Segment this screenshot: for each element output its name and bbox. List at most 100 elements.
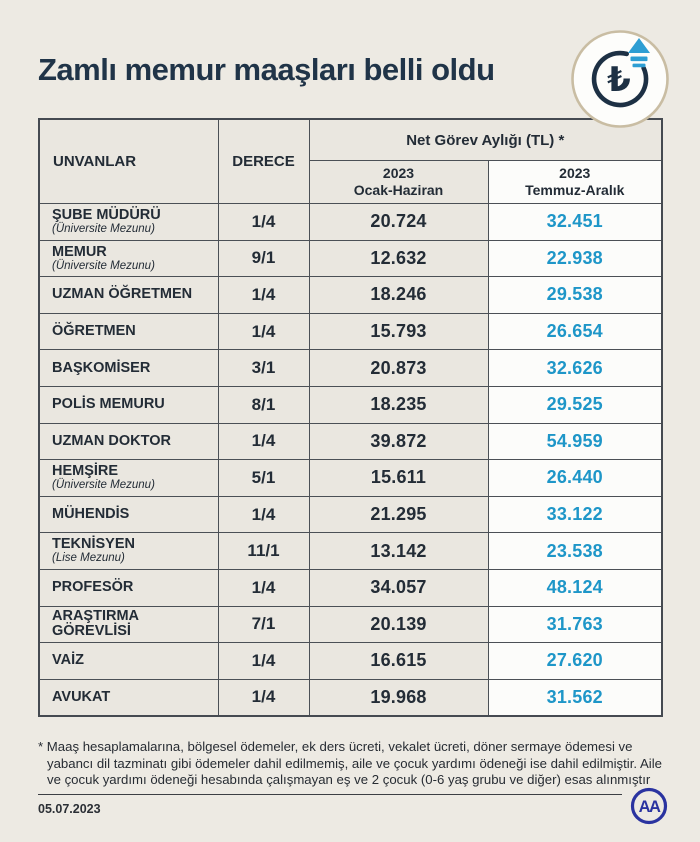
cell-derece: 1/4 [217,495,310,534]
header-temmuz-period: Temmuz-Aralık [525,182,625,198]
unvan-label: TEKNİSYEN [52,536,135,553]
table-body: ŞUBE MÜDÜRÜ (Üniversite Mezunu) 1/4 20.72… [38,203,663,717]
unvan-label: HEMŞİRE [52,463,119,480]
header-ocak-year: 2023 [382,165,415,181]
unvan-label: UZMAN ÖĞRETMEN [52,286,193,303]
unvan-label: ÖĞRETMEN [52,323,136,340]
header-temmuz-aralik: 2023 Temmuz-Aralık [487,160,663,204]
cell-ocak-haziran: 21.295 [308,495,489,534]
cell-unvan: UZMAN DOKTOR [38,422,219,461]
cell-ocak-haziran: 16.615 [308,642,489,680]
cell-temmuz-aralik: 27.620 [487,642,663,680]
table-row: BAŞKOMİSER 3/1 20.873 32.626 [38,349,663,387]
cell-derece: 7/1 [217,605,310,644]
salary-table: UNVANLAR DERECE Net Görev Aylığı (TL) * … [38,118,664,717]
cell-temmuz-aralik: 33.122 [487,495,663,534]
cell-unvan: TEKNİSYEN (Lise Mezunu) [38,532,219,570]
unvan-label: AVUKAT [52,688,111,705]
unvan-label: POLİS MEMURU [52,396,165,413]
cell-temmuz-aralik: 26.440 [487,459,663,497]
unvan-sublabel: (Üniversite Mezunu) [52,223,155,236]
unvan-label: MÜHENDİS [52,506,130,523]
header-derece: DERECE [217,118,310,204]
lira-ring-arc [591,50,649,108]
cell-temmuz-aralik: 31.763 [487,605,663,644]
cell-derece: 1/4 [217,678,310,717]
cell-unvan: ŞUBE MÜDÜRÜ (Üniversite Mezunu) [38,203,219,241]
cell-unvan: MÜHENDİS [38,495,219,534]
table-row: MEMUR (Üniversite Mezunu) 9/1 12.632 22.9… [38,239,663,278]
cell-temmuz-aralik: 29.525 [487,385,663,424]
cell-unvan: POLİS MEMURU [38,385,219,424]
unvan-sublabel: (Üniversite Mezunu) [52,259,155,272]
cell-temmuz-aralik: 31.562 [487,678,663,717]
unvan-label: ARAŞTIRMA GÖREVLİSİ [52,608,139,640]
cell-ocak-haziran: 18.246 [308,276,489,314]
cell-ocak-haziran: 34.057 [308,568,489,607]
unvan-label: ŞUBE MÜDÜRÜ [52,207,161,224]
cell-derece: 1/4 [217,422,310,461]
cell-temmuz-aralik: 22.938 [487,239,663,278]
cell-temmuz-aralik: 48.124 [487,568,663,607]
cell-derece: 3/1 [217,349,310,387]
cell-unvan: MEMUR (Üniversite Mezunu) [38,239,219,278]
cell-temmuz-aralik: 32.451 [487,203,663,241]
infographic-title: Zamlı memur maaşları belli oldu [38,52,495,87]
cell-ocak-haziran: 20.139 [308,605,489,644]
cell-derece: 11/1 [217,532,310,570]
table-row: POLİS MEMURU 8/1 18.235 29.525 [38,385,663,424]
cell-unvan: ÖĞRETMEN [38,312,219,351]
cell-ocak-haziran: 20.873 [308,349,489,387]
lira-symbol: ₺ [607,60,631,100]
table-header: UNVANLAR DERECE Net Görev Aylığı (TL) * … [38,118,663,204]
header-unvanlar: UNVANLAR [38,118,219,204]
cell-derece: 1/4 [217,568,310,607]
cell-unvan: HEMŞİRE (Üniversite Mezunu) [38,459,219,497]
unvan-sublabel: (Üniversite Mezunu) [52,479,155,492]
cell-unvan: AVUKAT [38,678,219,717]
cell-temmuz-aralik: 29.538 [487,276,663,314]
header-ocak-haziran: 2023 Ocak-Haziran [308,160,489,204]
unvan-label: BAŞKOMİSER [52,359,151,376]
table-row: VAİZ 1/4 16.615 27.620 [38,642,663,680]
cell-ocak-haziran: 13.142 [308,532,489,570]
unvan-label: VAİZ [52,652,84,669]
table-row: UZMAN ÖĞRETMEN 1/4 18.246 29.538 [38,276,663,314]
cell-ocak-haziran: 20.724 [308,203,489,241]
cell-ocak-haziran: 15.793 [308,312,489,351]
cell-derece: 5/1 [217,459,310,497]
cell-derece: 1/4 [217,203,310,241]
aa-logo: AA [630,787,668,825]
cell-ocak-haziran: 15.611 [308,459,489,497]
up-arrow-icon [628,38,650,68]
cell-ocak-haziran: 12.632 [308,239,489,278]
table-row: PROFESÖR 1/4 34.057 48.124 [38,568,663,607]
cell-ocak-haziran: 19.968 [308,678,489,717]
cell-derece: 1/4 [217,312,310,351]
cell-derece: 1/4 [217,276,310,314]
table-row: ŞUBE MÜDÜRÜ (Üniversite Mezunu) 1/4 20.72… [38,203,663,241]
header-temmuz-year: 2023 [559,165,591,181]
footnote: * Maaş hesaplamalarına, bölgesel ödemele… [38,739,662,788]
divider-line [38,794,622,795]
publish-date: 05.07.2023 [38,802,101,816]
cell-unvan: BAŞKOMİSER [38,349,219,387]
header-ocak-period: Ocak-Haziran [353,182,444,198]
badge-circle [571,30,669,128]
table-row: UZMAN DOKTOR 1/4 39.872 54.959 [38,422,663,461]
cell-ocak-haziran: 18.235 [308,385,489,424]
lira-increase-icon: ₺ [571,30,669,128]
cell-temmuz-aralik: 23.538 [487,532,663,570]
unvan-sublabel: (Lise Mezunu) [52,552,125,565]
table-row: ÖĞRETMEN 1/4 15.793 26.654 [38,312,663,351]
table-row: AVUKAT 1/4 19.968 31.562 [38,678,663,717]
cell-derece: 9/1 [217,239,310,278]
aa-logo-ring [630,787,668,825]
table-row: TEKNİSYEN (Lise Mezunu) 11/1 13.142 23.53… [38,532,663,570]
cell-temmuz-aralik: 26.654 [487,312,663,351]
aa-logo-letters: AA [639,798,661,816]
cell-unvan: ARAŞTIRMA GÖREVLİSİ [38,605,219,644]
unvan-label: UZMAN DOKTOR [52,432,171,449]
cell-derece: 8/1 [217,385,310,424]
